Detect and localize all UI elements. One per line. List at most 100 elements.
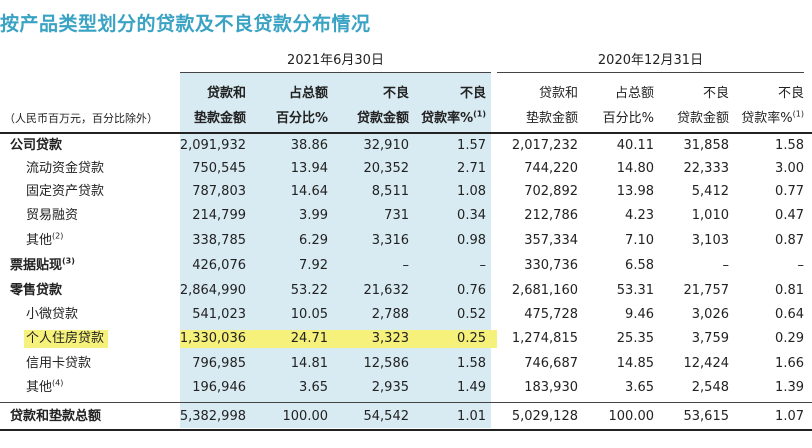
- table-cell: 357,334: [524, 233, 578, 248]
- table-cell: 40.11: [616, 138, 654, 153]
- table-cell: 32,910: [363, 138, 410, 153]
- column-header-2-line-2: 百分比%: [275, 111, 328, 126]
- table-cell: 2,548: [691, 380, 729, 395]
- table-cell: 2,935: [371, 380, 409, 395]
- highlighted-row-label-band: [24, 330, 108, 348]
- table-cell: 1,010: [691, 208, 729, 223]
- table-cell: 10.05: [290, 307, 328, 322]
- table-cell: 6.58: [625, 258, 654, 273]
- column-header-8-line-2: 贷款率%(1): [741, 109, 804, 126]
- unit-note: （人民币百万元，百分比除外）: [4, 112, 158, 125]
- table-cell: 14.80: [616, 161, 654, 176]
- table-cell: –: [797, 258, 805, 273]
- table-cell: 0.25: [457, 331, 486, 346]
- column-header-7-line-1: 不良: [702, 86, 729, 101]
- table-cell: 25.35: [616, 331, 654, 346]
- table-cell: 14.81: [290, 356, 328, 371]
- column-header-1-line-1: 贷款和: [206, 86, 246, 101]
- table-cell: 3.65: [625, 380, 654, 395]
- table-cell: 14.64: [290, 184, 328, 199]
- total-bottom-rule: [0, 429, 812, 431]
- row-label: 小微贷款: [26, 307, 79, 322]
- table-cell: 7.10: [625, 233, 654, 248]
- period-header-2020: 2020年12月31日: [597, 53, 704, 68]
- column-header-8-line-1: 不良: [777, 86, 804, 101]
- table-cell: 2,091,932: [179, 138, 246, 153]
- table-cell: 2,864,990: [179, 283, 246, 298]
- table-cell: 2.71: [457, 161, 486, 176]
- table-cell: –: [479, 258, 487, 273]
- row-label: 其他(2): [26, 231, 64, 248]
- table-cell: 0.64: [775, 307, 804, 322]
- table-cell: 53.31: [616, 283, 654, 298]
- total-label: 贷款和垫款总额: [10, 409, 102, 424]
- table-cell: 0.29: [775, 331, 804, 346]
- total-cell: 5,382,998: [179, 409, 246, 424]
- table-cell: 3,103: [691, 233, 729, 248]
- table-cell: 1.58: [457, 356, 486, 371]
- table-cell: 1.39: [775, 380, 804, 395]
- table-cell: 13.98: [616, 184, 654, 199]
- table-cell: 541,023: [192, 307, 246, 322]
- table-cell: 13.94: [290, 161, 328, 176]
- total-top-rule: [0, 402, 812, 403]
- row-label: 贸易融资: [26, 208, 79, 223]
- table-cell: 12,586: [363, 356, 410, 371]
- table-cell: 1.08: [457, 184, 486, 199]
- row-footnote-mark: (4): [52, 378, 64, 388]
- table-cell: 744,220: [524, 161, 578, 176]
- column-header-5-line-2: 垫款金额: [525, 111, 578, 126]
- table-cell: 5,412: [691, 184, 729, 199]
- table-cell: 6.29: [299, 233, 328, 248]
- table-cell: 4.23: [625, 208, 654, 223]
- table-cell: 3,759: [691, 331, 729, 346]
- table-cell: 3.65: [299, 380, 328, 395]
- table-cell: 214,799: [192, 208, 246, 223]
- footnote-mark: (1): [792, 109, 804, 119]
- total-cell: 1.07: [775, 409, 804, 424]
- table-cell: 475,728: [524, 307, 578, 322]
- table-cell: 31,858: [683, 138, 730, 153]
- table-cell: 12,424: [683, 356, 730, 371]
- total-cell: 53,615: [683, 409, 730, 424]
- column-header-5-line-1: 贷款和: [538, 86, 578, 101]
- table-cell: 2,017,232: [511, 138, 578, 153]
- row-label: 零售贷款: [10, 283, 63, 298]
- table-cell: 731: [384, 208, 409, 223]
- total-cell: 100.00: [608, 409, 655, 424]
- highlighted-row-band: [180, 330, 491, 348]
- header-rule: [0, 132, 812, 134]
- row-label: 流动资金贷款: [26, 161, 105, 176]
- table-cell: 1.49: [457, 380, 486, 395]
- table-cell: 183,930: [524, 380, 578, 395]
- table-cell: 1.57: [457, 138, 486, 153]
- row-footnote-mark: (2): [52, 231, 64, 241]
- table-cell: 796,985: [192, 356, 246, 371]
- row-label: 其他(4): [26, 378, 64, 395]
- table-cell: 3,323: [371, 331, 409, 346]
- table-cell: 196,946: [192, 380, 246, 395]
- table-cell: 787,803: [192, 184, 246, 199]
- column-header-7-line-2: 贷款金额: [676, 111, 729, 126]
- table-cell: 0.47: [775, 208, 804, 223]
- table-cell: 2,681,160: [511, 283, 578, 298]
- total-cell: 5,029,128: [511, 409, 578, 424]
- row-label: 票据贴现(3): [10, 256, 75, 273]
- table-cell: 14.85: [616, 356, 654, 371]
- period-underline-2020: [497, 72, 804, 73]
- table-cell: 426,076: [192, 258, 246, 273]
- total-cell: 54,542: [363, 409, 410, 424]
- table-cell: 212,786: [524, 208, 578, 223]
- table-cell: 3.00: [775, 161, 804, 176]
- table-cell: 0.34: [457, 208, 486, 223]
- table-cell: 3.99: [299, 208, 328, 223]
- table-cell: 1.58: [775, 138, 804, 153]
- row-label: 信用卡贷款: [26, 356, 92, 371]
- table-cell: 2,788: [371, 307, 409, 322]
- table-cell: 21,757: [683, 283, 730, 298]
- table-cell: 0.98: [457, 233, 486, 248]
- table-cell: 21,632: [363, 283, 410, 298]
- table-cell: 1,330,036: [179, 331, 246, 346]
- table-cell: 38.86: [290, 138, 328, 153]
- page-title: 按产品类型划分的贷款及不良贷款分布情况: [0, 13, 371, 35]
